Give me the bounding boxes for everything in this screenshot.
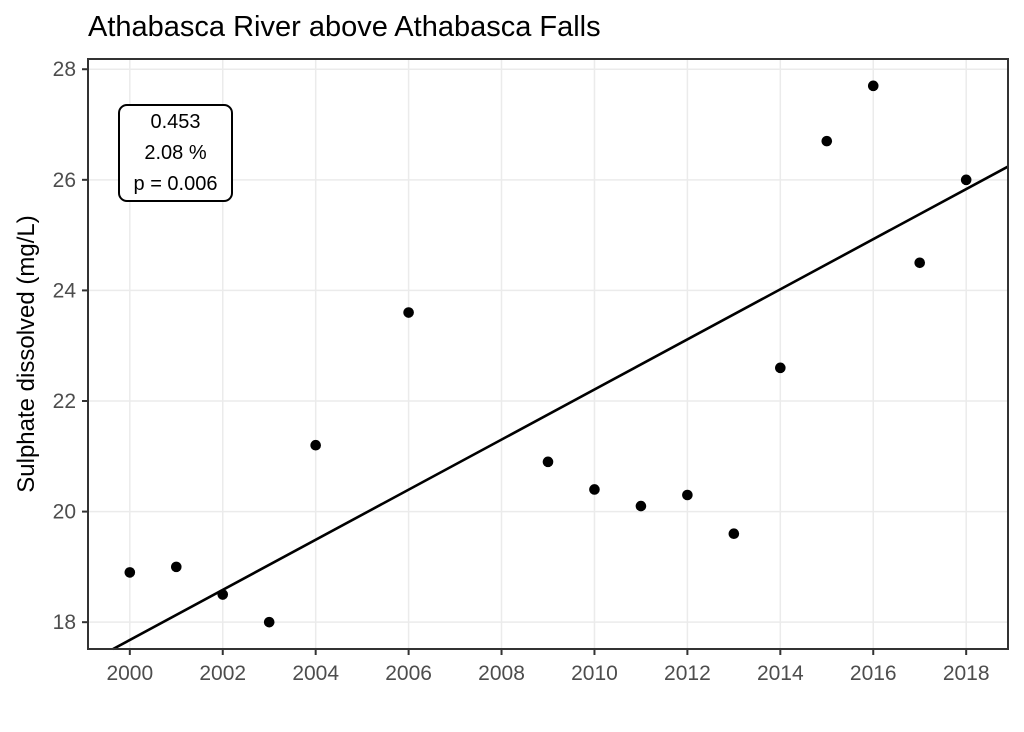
data-point [867,80,879,92]
data-point [728,528,740,540]
panel-border [87,58,1009,650]
trend-percent-value: 2.08 % [144,141,207,164]
x-tick-label: 2010 [571,662,618,685]
data-point [914,257,926,269]
y-tick-label: 22 [53,390,76,413]
data-point [170,561,182,573]
data-point [635,500,647,512]
trend-p-value: p = 0.006 [133,172,218,195]
x-tick-label: 2018 [943,662,990,685]
data-point [542,456,554,468]
y-axis-title: Sulphate dissolved (mg/L) [13,215,40,493]
data-point [960,174,972,186]
x-tick-label: 2004 [292,662,339,685]
y-tick-label: 20 [53,501,76,524]
data-point [310,439,321,451]
x-tick-label: 2016 [850,662,897,685]
x-tick-label: 2012 [664,662,711,685]
stats-annotation-box: 0.453 2.08 % p = 0.006 [118,104,233,202]
y-tick-label: 28 [53,58,76,81]
data-point [124,567,136,578]
x-tick-label: 2014 [757,662,804,685]
y-tick-label: 26 [53,169,76,192]
data-point [821,135,833,147]
y-tick-label: 24 [53,279,77,302]
trend-slope-value: 0.453 [150,110,201,133]
x-tick-label: 2002 [199,662,246,685]
data-point [589,484,600,495]
chart-title: Athabasca River above Athabasca Falls [88,11,601,43]
data-point [775,362,786,374]
x-tick-label: 2006 [385,662,432,685]
data-point [217,589,229,600]
trend-line [112,165,1009,651]
data-point [682,489,693,501]
data-point [263,616,275,628]
x-tick-label: 2008 [478,662,525,685]
data-point [403,307,414,318]
x-tick-label: 2000 [106,662,153,685]
y-tick-label: 18 [53,611,76,634]
